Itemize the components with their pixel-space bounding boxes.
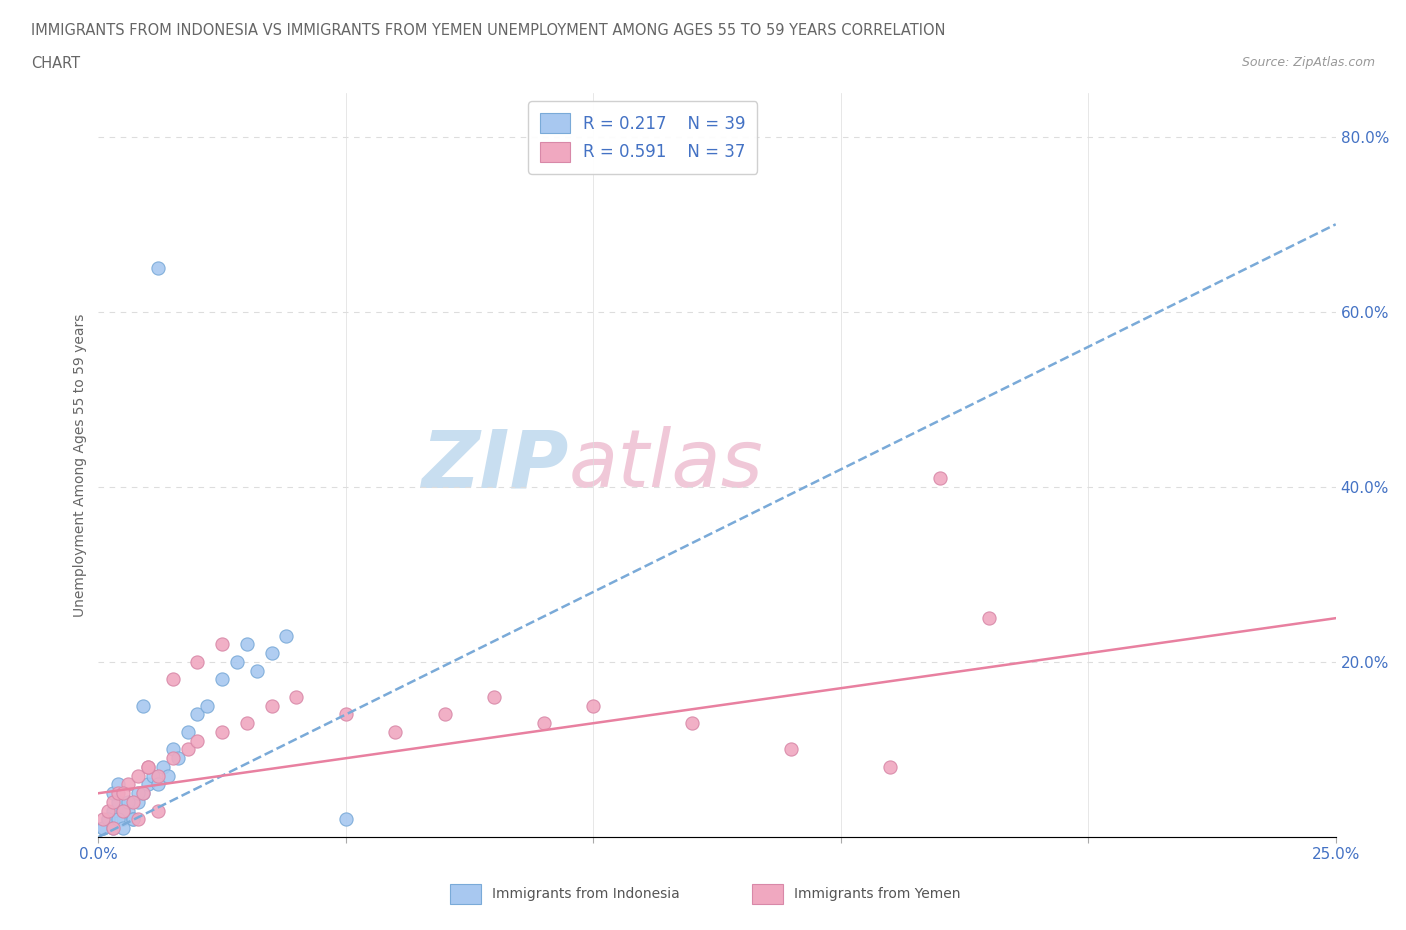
Point (260, 645, 283, 660)
Point (136, 777, 159, 792)
Point (93, 812, 115, 827)
Point (162, 751, 184, 765)
Point (117, 777, 139, 792)
Point (122, 812, 145, 827)
Point (103, 794, 125, 809)
Point (285, 689, 308, 704)
Point (112, 821, 135, 836)
Point (152, 760, 174, 775)
Point (384, 724, 406, 739)
Point (107, 812, 129, 827)
Point (136, 760, 159, 775)
Point (97, 812, 120, 827)
Point (107, 777, 129, 792)
Legend: R = 0.217    N = 39, R = 0.591    N = 37: R = 0.217 N = 39, R = 0.591 N = 37 (529, 101, 758, 174)
Point (211, 724, 233, 739)
Point (681, 716, 703, 731)
Point (260, 698, 283, 713)
Point (103, 786, 125, 801)
Point (979, 611, 1001, 626)
Point (186, 655, 208, 670)
Point (335, 812, 357, 827)
Point (122, 794, 145, 809)
Point (136, 760, 159, 775)
Point (132, 786, 155, 801)
Point (107, 794, 129, 809)
Text: atlas: atlas (568, 426, 763, 504)
Point (484, 689, 506, 704)
Point (103, 821, 125, 836)
Point (97, 812, 120, 827)
Point (127, 812, 149, 827)
Point (93, 821, 115, 836)
Point (186, 733, 208, 748)
Point (433, 707, 456, 722)
Point (146, 768, 169, 783)
Point (112, 804, 135, 818)
Text: Source: ZipAtlas.com: Source: ZipAtlas.com (1241, 56, 1375, 69)
Point (162, 672, 184, 687)
Point (186, 707, 208, 722)
Point (127, 768, 149, 783)
Point (176, 724, 198, 739)
Point (117, 804, 139, 818)
Point (166, 751, 188, 765)
Point (582, 698, 605, 713)
Point (127, 786, 149, 801)
Point (93, 821, 115, 836)
Point (162, 742, 184, 757)
Point (146, 260, 169, 275)
Y-axis label: Unemployment Among Ages 55 to 59 years: Unemployment Among Ages 55 to 59 years (73, 313, 87, 617)
Point (236, 637, 259, 652)
Point (97, 804, 120, 818)
Point (112, 812, 135, 827)
Point (236, 716, 259, 731)
Point (112, 804, 135, 818)
Point (122, 812, 145, 827)
Text: ZIP: ZIP (422, 426, 568, 504)
Point (142, 768, 165, 783)
Point (928, 471, 950, 485)
Point (246, 663, 269, 678)
Point (103, 821, 125, 836)
Text: Immigrants from Indonesia: Immigrants from Indonesia (492, 886, 681, 901)
Text: IMMIGRANTS FROM INDONESIA VS IMMIGRANTS FROM YEMEN UNEMPLOYMENT AMONG AGES 55 TO: IMMIGRANTS FROM INDONESIA VS IMMIGRANTS … (31, 23, 945, 38)
Point (132, 786, 155, 801)
Point (146, 804, 169, 818)
Point (276, 629, 298, 644)
Point (103, 804, 125, 818)
Point (127, 794, 149, 809)
Point (195, 698, 218, 713)
Point (112, 786, 135, 801)
Point (879, 760, 901, 775)
Point (146, 777, 169, 792)
Text: CHART: CHART (31, 56, 80, 71)
Text: Immigrants from Yemen: Immigrants from Yemen (794, 886, 960, 901)
Point (780, 742, 803, 757)
Point (132, 698, 155, 713)
Point (211, 637, 233, 652)
Point (117, 794, 139, 809)
Point (176, 742, 198, 757)
Point (107, 786, 129, 801)
Point (226, 655, 249, 670)
Point (533, 716, 555, 731)
Point (156, 768, 179, 783)
Point (335, 707, 357, 722)
Point (211, 672, 233, 687)
